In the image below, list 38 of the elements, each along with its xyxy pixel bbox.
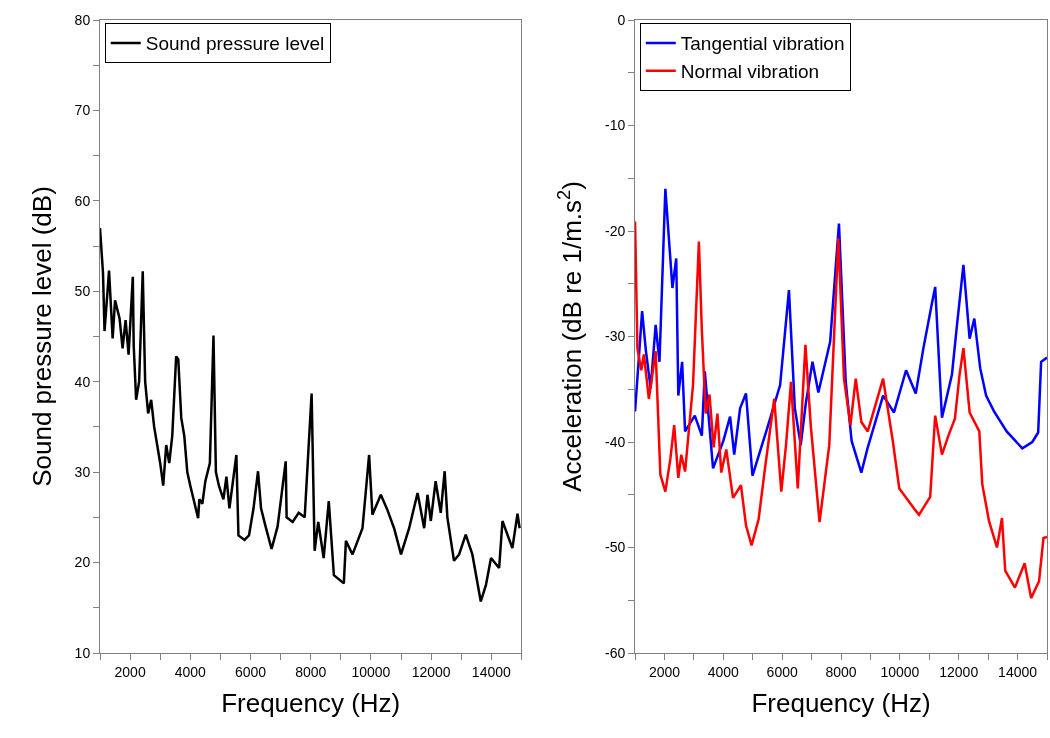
x-tick-label: 8000 <box>825 663 857 680</box>
line-series <box>100 226 521 603</box>
x-tick-label: 10000 <box>880 663 920 680</box>
y-tick-label: 40 <box>74 373 91 390</box>
x-axis-title: Frequency (Hz) <box>221 688 401 719</box>
legend-label: Tangential vibration <box>680 33 845 55</box>
x-tick-label: 4000 <box>174 663 207 680</box>
x-tick-label: 10000 <box>351 663 391 680</box>
y-tick-label: 50 <box>74 283 91 300</box>
y-tick-label: -20 <box>605 222 626 239</box>
x-tick-label: 4000 <box>707 663 740 680</box>
x-tick-label: 12000 <box>411 663 451 680</box>
y-tick-label: 60 <box>74 192 91 209</box>
x-axis-title: Frequency (Hz) <box>751 688 931 719</box>
y-tick-label: 30 <box>74 464 91 481</box>
legend-label: Normal vibration <box>680 61 820 83</box>
x-tick-label: 6000 <box>234 663 267 680</box>
y-axis-title: Sound pressure level (dB) <box>27 186 58 487</box>
x-tick-label: 6000 <box>766 663 798 680</box>
y-tick-label: 0 <box>617 11 626 28</box>
line-series <box>635 220 1047 600</box>
x-tick-label: 2000 <box>648 663 681 680</box>
legend-label: Sound pressure level <box>145 33 325 55</box>
y-tick-label: -30 <box>605 328 626 345</box>
y-tick-label: -40 <box>605 433 626 450</box>
x-tick-label: 14000 <box>471 663 511 680</box>
y-tick-label: -10 <box>605 117 626 134</box>
y-tick-label: 70 <box>74 102 91 119</box>
x-tick-label: 8000 <box>295 663 327 680</box>
y-tick-label: -50 <box>605 539 626 556</box>
x-tick-label: 12000 <box>939 663 979 680</box>
y-tick-label: 80 <box>74 11 91 28</box>
y-tick-label: 20 <box>74 554 91 571</box>
x-tick-label: 2000 <box>114 663 146 680</box>
line-series <box>635 187 1047 478</box>
y-tick-label: -60 <box>605 644 626 661</box>
y-tick-label: 10 <box>74 644 91 661</box>
x-tick-label: 14000 <box>998 663 1038 680</box>
